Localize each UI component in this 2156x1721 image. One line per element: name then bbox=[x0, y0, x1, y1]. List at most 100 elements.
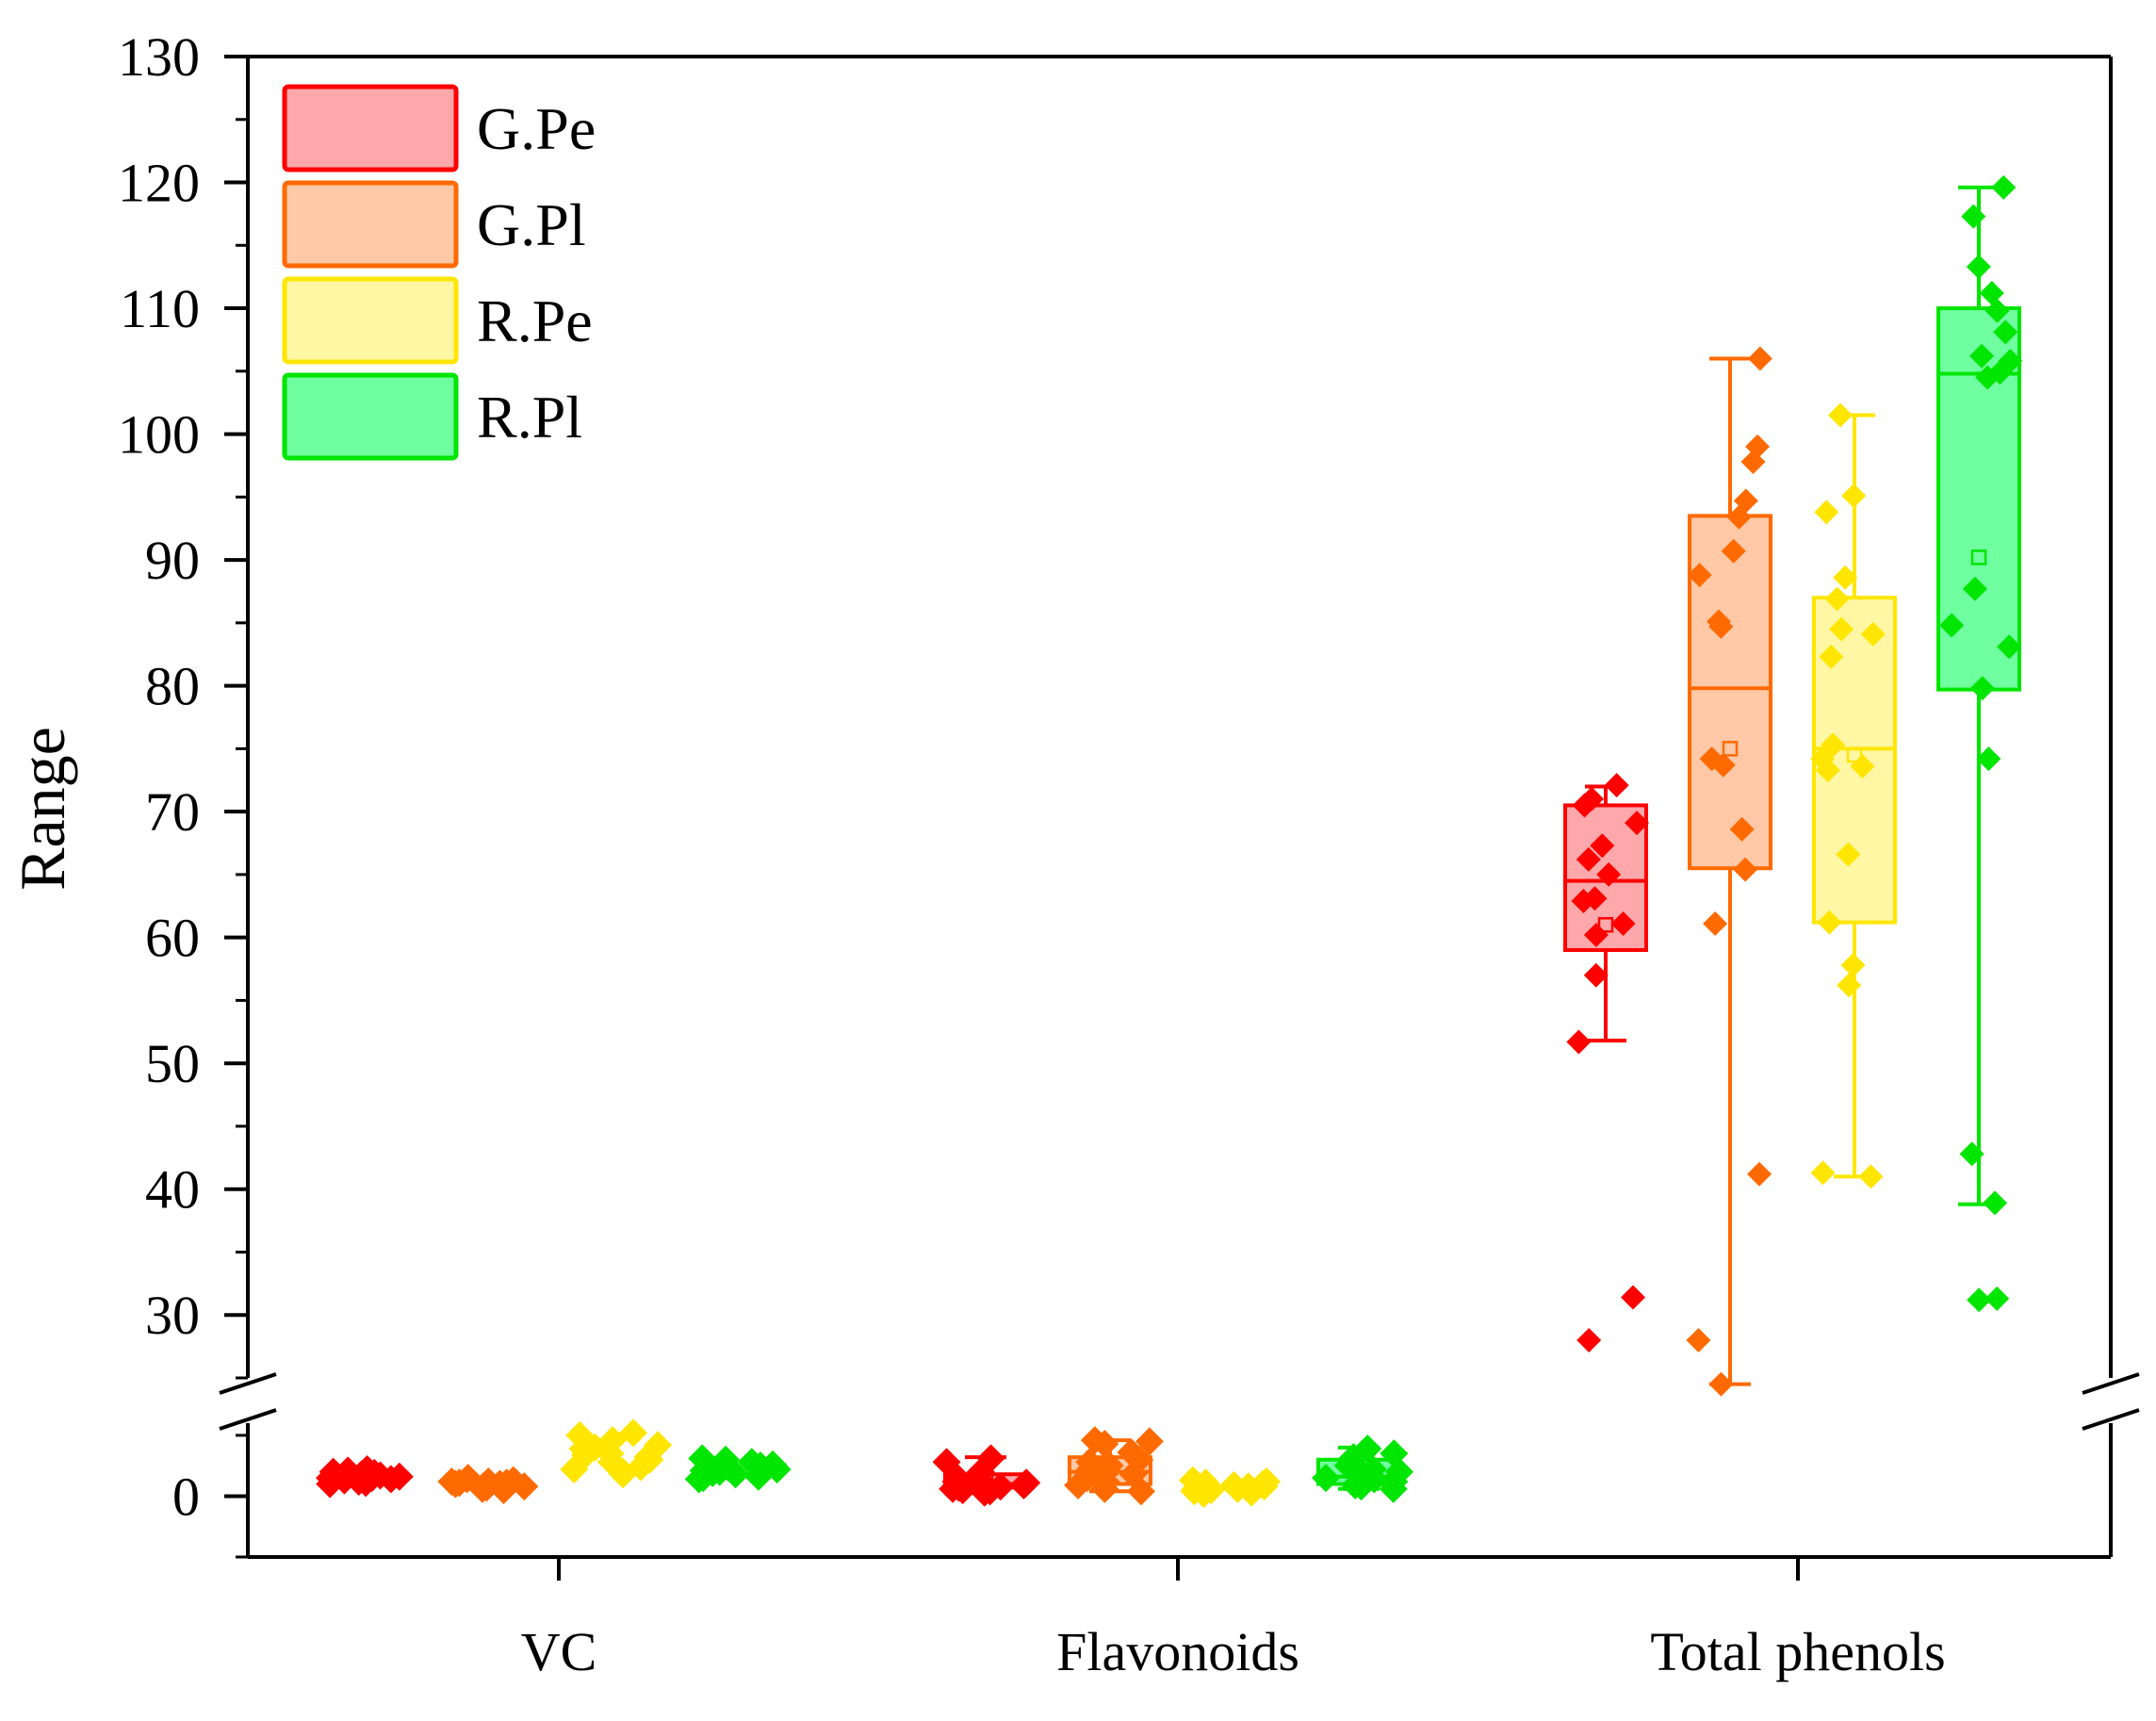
legend-label: G.Pl bbox=[477, 191, 586, 258]
data-point bbox=[932, 1448, 961, 1477]
data-point bbox=[1993, 320, 2018, 345]
data-point bbox=[1819, 644, 1844, 669]
data-point bbox=[708, 1453, 737, 1483]
y-tick-label: 130 bbox=[118, 26, 200, 88]
data-point bbox=[1983, 1190, 2008, 1216]
data-point bbox=[975, 1477, 1004, 1506]
legend-item-R.Pl: R.Pl bbox=[282, 372, 582, 461]
legend-swatch bbox=[282, 180, 459, 269]
box-group-G.Pl-Flavonoids bbox=[1064, 1426, 1164, 1506]
data-point bbox=[1566, 1029, 1592, 1055]
data-point bbox=[1010, 1469, 1039, 1499]
legend-swatch bbox=[282, 276, 459, 365]
data-point bbox=[1620, 1285, 1645, 1310]
data-point bbox=[571, 1440, 600, 1469]
mean-marker bbox=[1846, 746, 1863, 763]
legend-swatch bbox=[282, 84, 459, 172]
y-tick-label: 60 bbox=[145, 908, 200, 969]
data-point bbox=[1075, 1455, 1104, 1484]
data-point bbox=[1181, 1474, 1210, 1503]
x-tick-label: VC bbox=[521, 1621, 597, 1682]
data-point bbox=[635, 1445, 664, 1474]
data-point bbox=[1810, 1160, 1836, 1186]
data-point bbox=[684, 1465, 713, 1494]
data-point bbox=[1726, 504, 1752, 530]
data-point bbox=[1987, 360, 2013, 385]
data-point bbox=[1833, 565, 1858, 590]
data-point bbox=[1090, 1474, 1119, 1503]
box-group-G.Pe-VC bbox=[316, 1455, 414, 1499]
data-point bbox=[1583, 922, 1609, 947]
legend: G.Pe G.Pl R.Pe R.Pl bbox=[282, 84, 596, 461]
legend-swatch bbox=[282, 372, 459, 461]
data-point bbox=[1840, 953, 1866, 978]
box-group-R.Pe-VC bbox=[560, 1418, 673, 1489]
box-group-R.Pl-Flavonoids bbox=[1312, 1434, 1413, 1503]
data-point bbox=[1860, 621, 1886, 647]
data-point bbox=[1740, 449, 1766, 474]
y-tick-label: 90 bbox=[145, 530, 200, 591]
data-point bbox=[1596, 861, 1622, 887]
data-point bbox=[1817, 910, 1842, 935]
data-point bbox=[1250, 1472, 1279, 1501]
data-point bbox=[1997, 634, 2022, 660]
data-point bbox=[1117, 1437, 1146, 1467]
y-tick-label: 0 bbox=[172, 1466, 200, 1527]
plot-area bbox=[316, 174, 2023, 1508]
data-point bbox=[1090, 1429, 1119, 1458]
data-point bbox=[1815, 758, 1840, 783]
data-point bbox=[1721, 538, 1746, 564]
data-point bbox=[1829, 616, 1854, 642]
data-point bbox=[944, 1473, 973, 1502]
y-tick-label: 40 bbox=[145, 1159, 200, 1221]
data-point bbox=[1341, 1470, 1370, 1500]
data-point bbox=[1858, 1164, 1884, 1189]
data-point bbox=[1837, 973, 1862, 998]
data-point bbox=[1841, 483, 1867, 508]
data-point bbox=[1976, 746, 2001, 772]
legend-label: G.Pe bbox=[477, 95, 596, 162]
box-group-G.Pl-Total phenols bbox=[1686, 346, 1772, 1397]
legend-label: R.Pe bbox=[477, 287, 593, 354]
data-point bbox=[1219, 1470, 1249, 1500]
axis-break-right bbox=[2082, 1372, 2140, 1431]
data-point bbox=[1337, 1447, 1366, 1476]
box-group-R.Pe-Total phenols bbox=[1810, 402, 1897, 1189]
y-tick-label: 30 bbox=[145, 1285, 200, 1346]
data-point bbox=[1384, 1457, 1413, 1486]
data-point bbox=[1686, 1327, 1711, 1352]
data-point bbox=[1703, 910, 1728, 936]
data-point bbox=[1126, 1477, 1155, 1506]
data-point bbox=[1969, 343, 1995, 369]
data-point bbox=[1984, 1286, 2010, 1311]
data-point bbox=[1590, 833, 1615, 859]
data-point bbox=[1625, 811, 1650, 836]
data-point bbox=[1984, 298, 2010, 323]
data-point bbox=[1576, 846, 1601, 872]
data-point bbox=[1708, 1371, 1734, 1397]
data-point bbox=[1710, 752, 1736, 778]
data-point bbox=[1814, 500, 1839, 525]
y-tick-label: 70 bbox=[145, 781, 200, 843]
data-point bbox=[1961, 204, 1986, 229]
box-group-G.Pl-VC bbox=[437, 1464, 539, 1504]
data-point bbox=[1708, 614, 1734, 639]
box-group-G.Pe-Total phenols bbox=[1563, 773, 1650, 1352]
box-group-R.Pl-VC bbox=[684, 1444, 792, 1494]
x-tick-label: Total phenols bbox=[1650, 1621, 1945, 1682]
data-point bbox=[1576, 1327, 1602, 1352]
x-tick-label: Flavonoids bbox=[1056, 1621, 1299, 1682]
y-tick-label: 80 bbox=[145, 656, 200, 717]
data-point bbox=[1687, 563, 1712, 588]
mean-marker bbox=[1722, 741, 1739, 757]
data-point bbox=[1836, 842, 1861, 867]
data-point bbox=[1966, 254, 1991, 279]
y-tick-label: 110 bbox=[120, 278, 200, 339]
mean-marker bbox=[1970, 549, 1987, 565]
data-point bbox=[1135, 1427, 1164, 1456]
legend-item-G.Pe: G.Pe bbox=[282, 84, 596, 172]
data-point bbox=[1747, 1161, 1772, 1187]
data-point bbox=[351, 1467, 381, 1496]
data-point bbox=[1729, 816, 1755, 842]
